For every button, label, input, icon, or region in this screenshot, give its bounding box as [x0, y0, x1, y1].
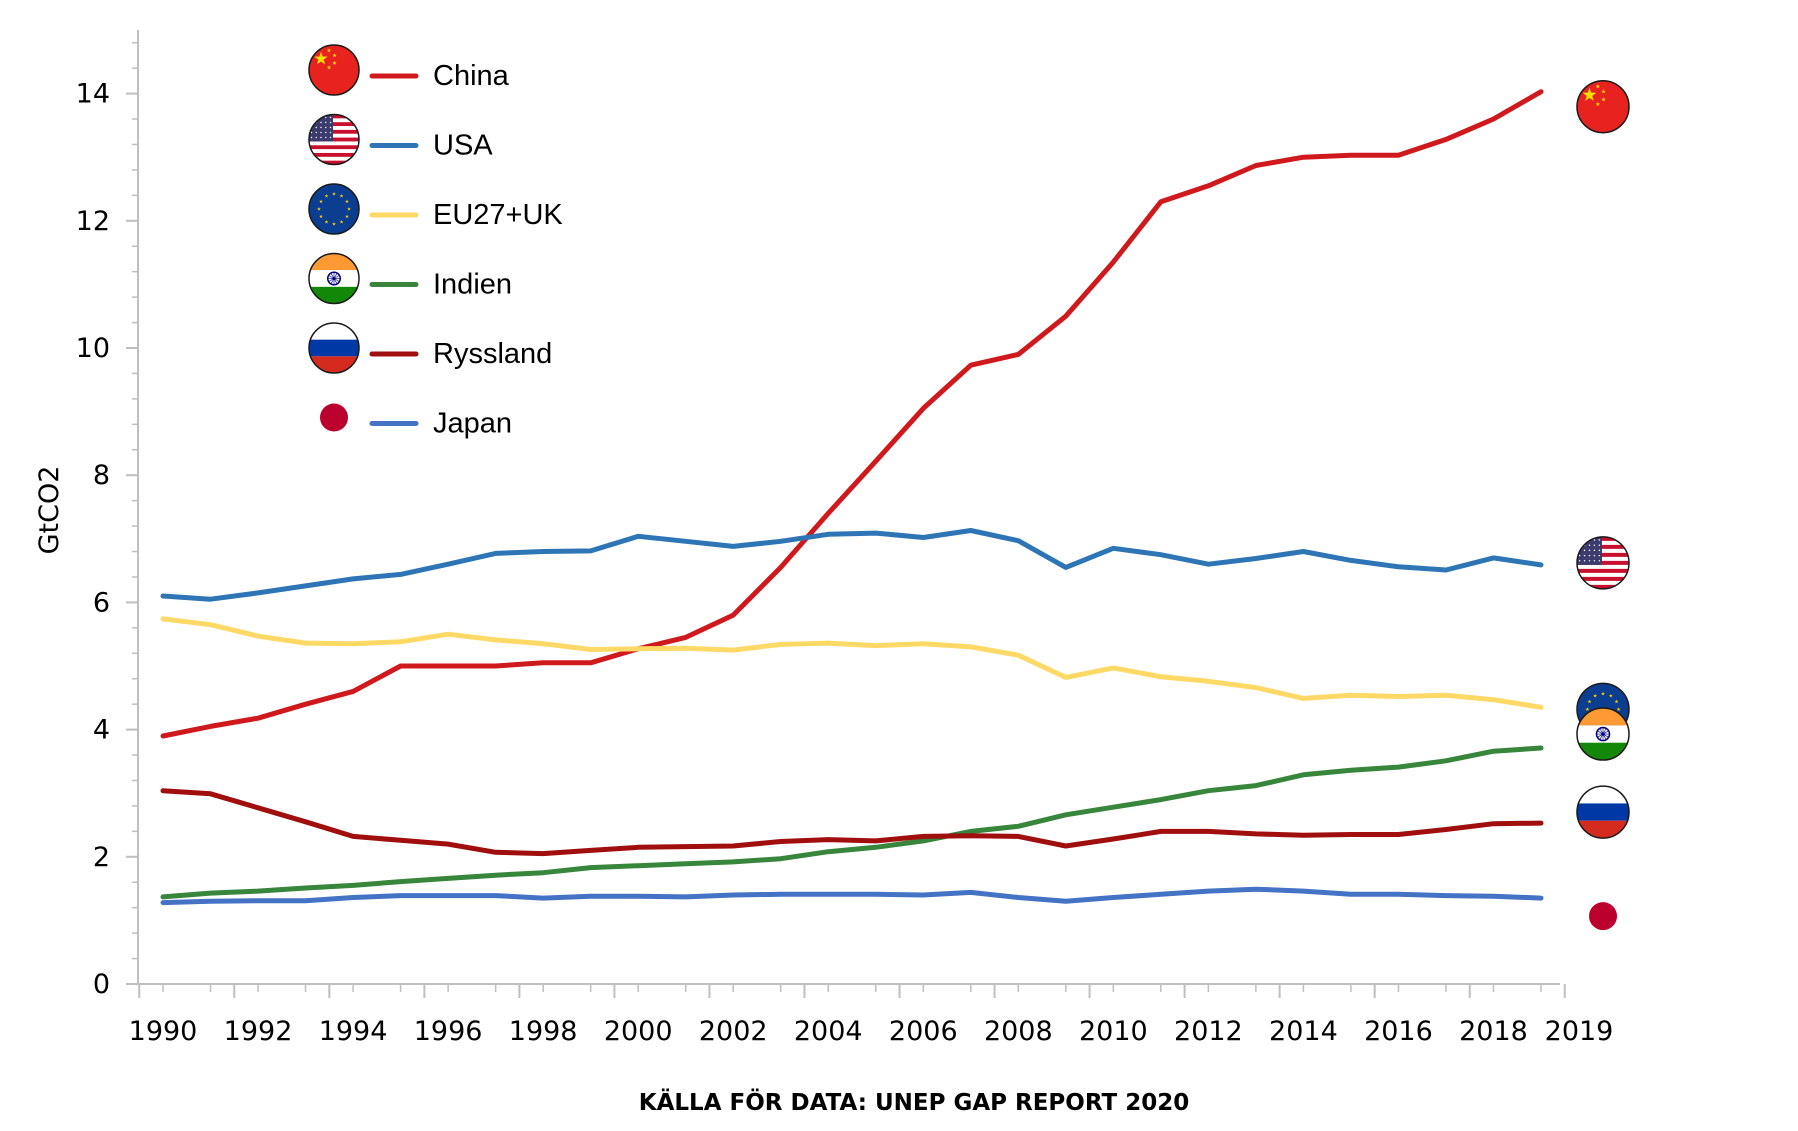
china-flag-icon [308, 44, 360, 96]
end-flags [1576, 79, 1630, 931]
series-line-japan [160, 886, 1544, 906]
china-flag-icon [1576, 79, 1630, 134]
y-axis-label: GtCO2 [34, 466, 65, 555]
legend-item: EU27+UK [308, 183, 563, 235]
y-axis-ticks: 0 2 4 6 8 10 12 14 [76, 41, 138, 1000]
legend-label: USA [433, 130, 493, 162]
y-tick-label: 4 [93, 715, 110, 746]
russia-flag-icon [308, 322, 360, 374]
japan-flag-icon [320, 403, 348, 432]
legend-item: USA [308, 113, 493, 166]
source-note: KÄLLA FÖR DATA: UNEP GAP REPORT 2020 [639, 1088, 1189, 1116]
x-tick-label: 1990 [129, 1016, 198, 1047]
x-tick-label: 2018 [1459, 1016, 1528, 1047]
x-tick-label: 1994 [319, 1016, 388, 1047]
x-tick-label: 1996 [414, 1016, 483, 1047]
x-axis-ticks: 1990 1992 1994 1996 1998 2000 2002 2004 2006 2008… [129, 984, 1614, 1047]
y-tick-label: 8 [93, 460, 110, 491]
legend-label: Japan [433, 408, 512, 440]
legend-item: China [308, 44, 510, 96]
series-line-indien [160, 745, 1544, 900]
y-tick-label: 14 [76, 79, 110, 110]
x-tick-label: 2014 [1269, 1016, 1338, 1047]
usa-flag-icon [1576, 536, 1630, 590]
russia-flag-icon [1576, 785, 1630, 839]
legend-item: Indien [308, 252, 512, 305]
x-tick-label: 2000 [604, 1016, 673, 1047]
series-lines [160, 89, 1544, 906]
axes [137, 30, 1560, 985]
usa-flag-icon [308, 113, 360, 166]
series-line-ryssland [160, 788, 1544, 857]
india-flag-icon [308, 252, 360, 305]
india-flag-icon [1576, 707, 1630, 761]
x-tick-label: 2002 [699, 1016, 768, 1047]
japan-flag-icon [1589, 902, 1617, 931]
y-tick-label: 0 [93, 969, 110, 1000]
legend-label: Ryssland [433, 338, 552, 370]
x-tick-label: 2008 [984, 1016, 1053, 1047]
x-tick-label: 1992 [224, 1016, 293, 1047]
x-tick-label: 2010 [1079, 1016, 1148, 1047]
series-line-china [160, 89, 1544, 739]
legend-label: China [433, 60, 510, 92]
legend-label: EU27+UK [433, 199, 563, 231]
legend-label: Indien [433, 269, 512, 301]
y-tick-label: 10 [76, 333, 110, 364]
x-tick-label: 2016 [1364, 1016, 1433, 1047]
x-tick-label: 2006 [889, 1016, 958, 1047]
y-tick-label: 6 [93, 587, 110, 618]
legend-item: Ryssland [308, 322, 552, 374]
y-tick-label: 12 [76, 206, 110, 237]
series-line-eu27-uk [160, 616, 1544, 710]
y-tick-label: 2 [93, 842, 110, 873]
series-line-usa [160, 528, 1544, 602]
x-tick-label: 2012 [1174, 1016, 1243, 1047]
x-tick-label: 2004 [794, 1016, 863, 1047]
eu-flag-icon [308, 183, 360, 235]
x-tick-label: 1998 [509, 1016, 578, 1047]
legend-item: Japan [320, 403, 512, 440]
legend: China USA EU27+UK Indien Ryssland Japan [308, 44, 563, 440]
x-tick-label: 2019 [1545, 1016, 1614, 1047]
